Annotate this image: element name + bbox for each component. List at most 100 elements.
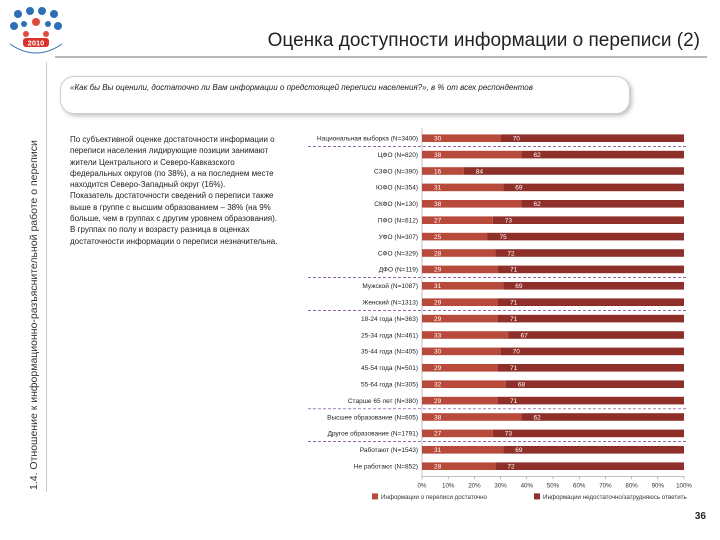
data-label: 70 bbox=[513, 349, 521, 356]
x-tick-label: 10% bbox=[442, 482, 455, 489]
x-tick-label: 90% bbox=[652, 482, 665, 489]
data-label: 33 bbox=[434, 332, 442, 339]
data-label: 67 bbox=[520, 332, 528, 339]
data-label: 70 bbox=[513, 136, 521, 143]
bar-segment bbox=[422, 396, 498, 405]
bar-segment bbox=[422, 265, 498, 274]
bar-segment bbox=[422, 380, 506, 388]
data-label: 71 bbox=[510, 267, 518, 274]
bar-segment bbox=[422, 167, 464, 175]
bar-segment bbox=[495, 249, 684, 257]
data-label: 71 bbox=[510, 365, 518, 372]
data-label: 30 bbox=[434, 136, 442, 143]
x-tick-label: 30% bbox=[494, 482, 507, 489]
legend-swatch bbox=[372, 493, 378, 500]
data-label: 31 bbox=[434, 185, 442, 192]
data-label: 27 bbox=[434, 431, 442, 438]
x-tick-label: 40% bbox=[521, 482, 534, 489]
bar-segment bbox=[503, 282, 684, 290]
bar-segment bbox=[422, 249, 496, 257]
category-label: 45-54 года (N=501) bbox=[361, 365, 418, 372]
data-label: 71 bbox=[510, 398, 518, 405]
category-label: СФО (N=329) bbox=[378, 250, 418, 257]
data-label: 62 bbox=[534, 414, 542, 421]
data-label: 68 bbox=[518, 382, 526, 389]
category-label: 25-34 года (N=461) bbox=[361, 332, 418, 339]
bar-segment bbox=[422, 413, 522, 421]
commentary-paragraph-2: Показатель достаточности сведений о пере… bbox=[70, 191, 278, 224]
census-logo-graphic: 2010 bbox=[9, 7, 63, 54]
bar-segment bbox=[521, 150, 684, 159]
legend-label: Информации недостаточно/затрудняюсь отве… bbox=[543, 494, 687, 501]
category-label: Национальная выборка (N=3400) bbox=[317, 135, 418, 143]
page-title: Оценка доступности информации о переписи… bbox=[267, 30, 700, 51]
data-label: 29 bbox=[434, 300, 442, 307]
category-label: УФО (N=307) bbox=[379, 234, 418, 241]
data-label: 62 bbox=[534, 201, 542, 208]
data-label: 69 bbox=[515, 447, 523, 454]
bar-segment bbox=[497, 364, 684, 372]
category-label: Работают (N=1543) bbox=[360, 446, 418, 454]
category-label: Женский (N=1313) bbox=[362, 299, 418, 307]
bar-segment bbox=[422, 331, 509, 339]
bar-segment bbox=[521, 200, 684, 208]
data-label: 29 bbox=[434, 398, 442, 405]
bar-segment bbox=[497, 298, 684, 306]
category-label: 35-44 года (N=405) bbox=[361, 349, 418, 356]
bar-segment bbox=[422, 216, 493, 224]
data-label: 73 bbox=[505, 431, 513, 438]
x-tick-label: 20% bbox=[468, 482, 481, 489]
x-tick-label: 50% bbox=[547, 482, 560, 489]
bar-segment bbox=[495, 462, 684, 470]
bar-segment bbox=[422, 298, 498, 306]
category-label: 55-64 года (N=305) bbox=[361, 382, 418, 389]
header-divider bbox=[55, 56, 707, 58]
bar-segment bbox=[497, 265, 684, 274]
commentary-paragraph-3: В группах по полу и возрасту разница в о… bbox=[70, 225, 278, 246]
data-label: 27 bbox=[434, 218, 442, 225]
data-label: 72 bbox=[507, 464, 515, 471]
bar-segment bbox=[422, 282, 504, 290]
bar-segment bbox=[422, 429, 493, 438]
question-box bbox=[60, 76, 630, 114]
data-label: 72 bbox=[507, 250, 515, 257]
data-label: 29 bbox=[434, 316, 442, 323]
bar-segment bbox=[500, 347, 684, 356]
data-label: 71 bbox=[510, 300, 518, 307]
category-label: Другое образование (N=1791) bbox=[328, 430, 418, 438]
bar-segment bbox=[422, 347, 501, 356]
bar-segment bbox=[492, 429, 684, 438]
data-label: 25 bbox=[434, 234, 442, 241]
category-label: ЦФО (N=820) bbox=[378, 152, 418, 159]
data-label: 69 bbox=[515, 185, 523, 192]
data-label: 31 bbox=[434, 447, 442, 454]
data-label: 69 bbox=[515, 283, 523, 290]
data-label: 16 bbox=[434, 168, 442, 175]
data-label: 38 bbox=[434, 201, 442, 208]
bar-segment bbox=[508, 331, 684, 339]
section-label: 1.4. Отношение к информационно-разъяснит… bbox=[28, 140, 40, 490]
bar-segment bbox=[422, 183, 504, 192]
commentary-text: По субъективной оценке достаточности инф… bbox=[70, 134, 286, 247]
bar-segment bbox=[492, 216, 684, 224]
category-label: Не работают (N=852) bbox=[354, 463, 418, 471]
data-label: 38 bbox=[434, 414, 442, 421]
data-label: 29 bbox=[434, 267, 442, 274]
data-label: 84 bbox=[476, 168, 484, 175]
commentary-paragraph-1: По субъективной оценке достаточности инф… bbox=[70, 135, 275, 190]
bar-segment bbox=[505, 380, 684, 388]
x-tick-label: 60% bbox=[573, 482, 586, 489]
data-label: 75 bbox=[500, 234, 508, 241]
data-label: 28 bbox=[434, 250, 442, 257]
page-number: 36 bbox=[694, 511, 706, 522]
data-label: 73 bbox=[505, 218, 513, 225]
category-label: 18-24 года (N=363) bbox=[361, 316, 418, 323]
census-logo: 2010 bbox=[4, 4, 68, 60]
data-label: 29 bbox=[434, 365, 442, 372]
data-label: 71 bbox=[510, 316, 518, 323]
bar-segment bbox=[422, 134, 501, 142]
x-tick-label: 80% bbox=[625, 482, 638, 489]
category-label: ПФО (N=612) bbox=[378, 218, 418, 225]
category-label: ДФО (N=119) bbox=[379, 267, 418, 274]
category-label: Старше 65 лет (N=380) bbox=[348, 398, 418, 405]
